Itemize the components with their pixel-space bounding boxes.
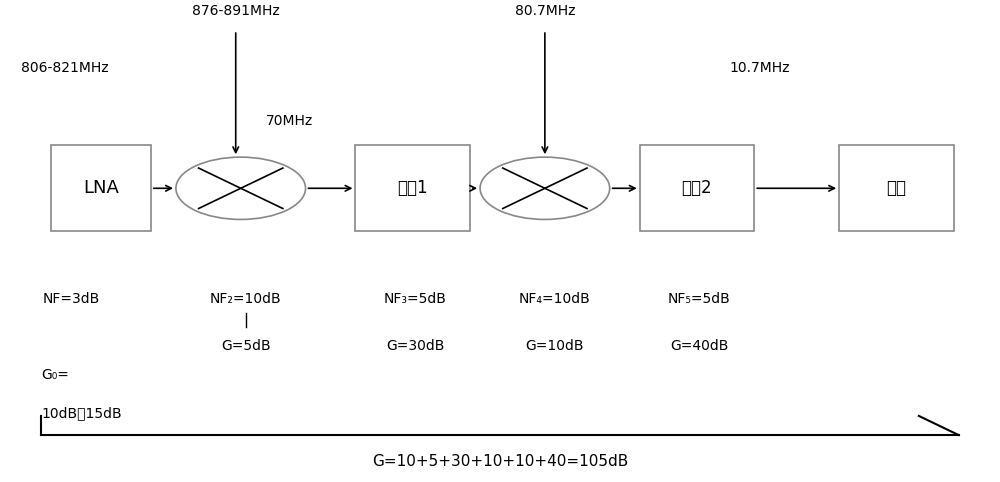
- Text: 解调: 解调: [886, 179, 906, 197]
- Text: NF=3dB: NF=3dB: [43, 292, 100, 306]
- Text: 80.7MHz: 80.7MHz: [515, 4, 575, 18]
- FancyBboxPatch shape: [355, 145, 470, 231]
- Text: NF₄=10dB: NF₄=10dB: [519, 292, 591, 306]
- Circle shape: [480, 157, 610, 219]
- Text: NF₅=5dB: NF₅=5dB: [668, 292, 731, 306]
- Text: 中放2: 中放2: [682, 179, 712, 197]
- Text: G=40dB: G=40dB: [670, 339, 729, 353]
- Text: 70MHz: 70MHz: [266, 114, 313, 128]
- FancyBboxPatch shape: [640, 145, 754, 231]
- Text: 10dB～15dB: 10dB～15dB: [41, 406, 122, 420]
- Text: G=5dB: G=5dB: [221, 339, 271, 353]
- Circle shape: [176, 157, 306, 219]
- Text: LNA: LNA: [83, 179, 119, 197]
- Text: G=10+5+30+10+10+40=105dB: G=10+5+30+10+10+40=105dB: [372, 454, 628, 469]
- Text: G=10dB: G=10dB: [526, 339, 584, 353]
- Text: G=30dB: G=30dB: [386, 339, 444, 353]
- Text: 10.7MHz: 10.7MHz: [729, 62, 790, 76]
- Text: 中放1: 中放1: [397, 179, 428, 197]
- FancyBboxPatch shape: [839, 145, 954, 231]
- Text: 876-891MHz: 876-891MHz: [192, 4, 280, 18]
- Text: NF₃=5dB: NF₃=5dB: [384, 292, 447, 306]
- Text: 806-821MHz: 806-821MHz: [21, 62, 109, 76]
- Text: G₀=: G₀=: [41, 368, 69, 382]
- Text: NF₂=10dB: NF₂=10dB: [210, 292, 282, 306]
- FancyBboxPatch shape: [51, 145, 151, 231]
